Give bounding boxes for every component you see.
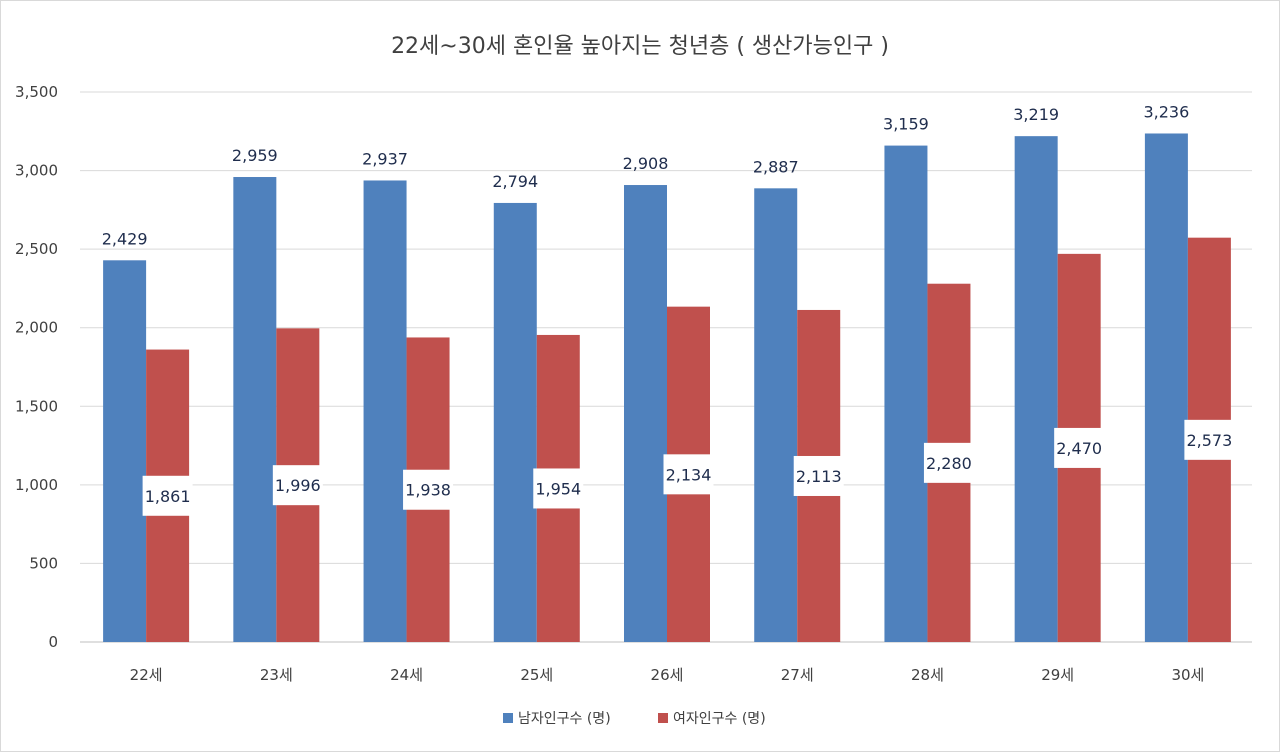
- x-tick-label: 24세: [390, 666, 423, 684]
- x-tick-label: 25세: [520, 666, 553, 684]
- legend-label: 남자인구수 (명): [518, 711, 611, 727]
- data-label-female: 2,470: [1056, 439, 1102, 458]
- x-tick-label: 23세: [260, 666, 293, 684]
- bar-male: [624, 185, 667, 642]
- y-tick-label: 3,500: [15, 83, 58, 101]
- data-label-box: [1054, 427, 1105, 468]
- data-label-male: 3,236: [1143, 102, 1189, 121]
- bar-male: [754, 188, 798, 643]
- bar-male: [103, 260, 147, 642]
- data-label-female: 2,134: [666, 465, 712, 484]
- data-label-box: [923, 442, 974, 483]
- bar-male: [1144, 133, 1188, 642]
- bar-male: [233, 177, 277, 642]
- legend-swatch: [658, 713, 668, 723]
- data-label-male: 3,159: [883, 115, 929, 134]
- data-label-male: 2,908: [623, 154, 669, 173]
- data-label-female: 2,573: [1186, 431, 1232, 450]
- chart-title: 22세~30세 혼인율 높아지는 청년층 ( 생산가능인구 ): [391, 34, 889, 59]
- data-label-female: 2,113: [796, 467, 842, 486]
- bar-male: [363, 180, 407, 642]
- y-tick-label: 500: [29, 554, 58, 572]
- data-label-female: 1,938: [405, 481, 451, 500]
- y-tick-label: 3,000: [15, 162, 58, 180]
- data-label-box: [142, 475, 193, 516]
- x-tick-label: 22세: [130, 666, 163, 684]
- data-label-male: 2,794: [492, 172, 538, 191]
- x-tick-label: 29세: [1041, 666, 1074, 684]
- data-label-male: 2,429: [102, 229, 148, 248]
- data-label-box: [793, 455, 844, 496]
- data-label-male: 3,219: [1013, 105, 1059, 124]
- x-tick-label: 27세: [781, 666, 814, 684]
- legend-label: 여자인구수 (명): [673, 711, 766, 727]
- legend-swatch: [503, 713, 513, 723]
- y-tick-label: 2,500: [15, 240, 58, 258]
- y-tick-label: 0: [48, 633, 58, 651]
- data-label-female: 1,954: [535, 479, 581, 498]
- bar-male: [493, 202, 537, 642]
- data-label-box: [272, 465, 323, 506]
- data-label-male: 2,937: [362, 149, 408, 168]
- y-tick-label: 2,000: [15, 319, 58, 337]
- x-tick-label: 26세: [651, 666, 684, 684]
- x-tick-label: 28세: [911, 666, 944, 684]
- data-label-box: [403, 469, 454, 510]
- bar-male: [884, 145, 928, 643]
- data-label-male: 2,959: [232, 146, 278, 165]
- data-label-female: 2,280: [926, 454, 972, 473]
- x-tick-label: 30세: [1171, 666, 1204, 684]
- y-tick-label: 1,500: [15, 397, 58, 415]
- x-axis: 22세 23세 24세 25세 26세 27세 28세 29세 30세: [130, 666, 1205, 684]
- data-label-box: [1184, 419, 1235, 460]
- data-label-male: 2,887: [753, 157, 799, 176]
- bars: 2,429 1,861 2,959 1,996 2,937 1,938 2,794 1,954…: [102, 102, 1235, 643]
- data-label-female: 1,996: [275, 476, 321, 495]
- bar-male: [1014, 136, 1058, 642]
- y-tick-label: 1,000: [15, 476, 58, 494]
- y-axis: 0 500 1,000 1,500 2,000 2,500 3,000 3,500: [15, 83, 58, 651]
- legend: 남자인구수 (명) 여자인구수 (명): [503, 711, 766, 727]
- data-label-box: [533, 468, 584, 509]
- data-label-box: [663, 454, 714, 495]
- data-label-female: 1,861: [145, 487, 191, 506]
